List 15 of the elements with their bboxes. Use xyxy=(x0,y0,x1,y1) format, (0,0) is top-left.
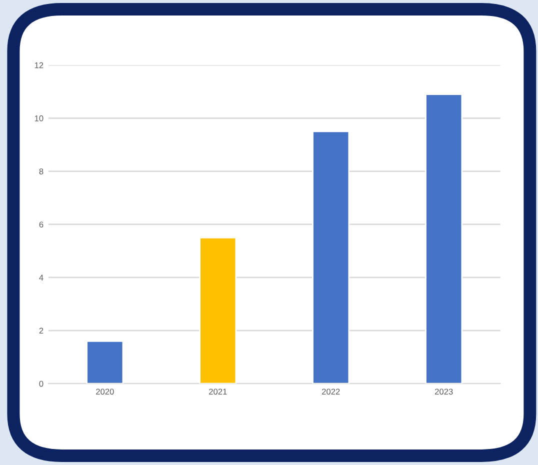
x-tick-label: 2021 xyxy=(209,388,227,395)
y-tick-label: 2 xyxy=(39,328,44,334)
bar xyxy=(199,236,237,384)
bar xyxy=(312,130,350,384)
y-tick-label: 12 xyxy=(34,62,44,68)
x-tick-label: 2023 xyxy=(435,388,453,395)
y-tick-label: 6 xyxy=(39,222,44,228)
y-tick-label: 10 xyxy=(34,115,44,122)
y-tick-label: 4 xyxy=(39,274,44,280)
x-tick-label: 2022 xyxy=(322,388,340,395)
y-tick-label: 8 xyxy=(39,168,44,174)
x-tick-label: 2020 xyxy=(96,388,114,395)
bar xyxy=(86,340,124,384)
y-tick-label: 0 xyxy=(39,380,44,387)
bar xyxy=(425,94,463,384)
